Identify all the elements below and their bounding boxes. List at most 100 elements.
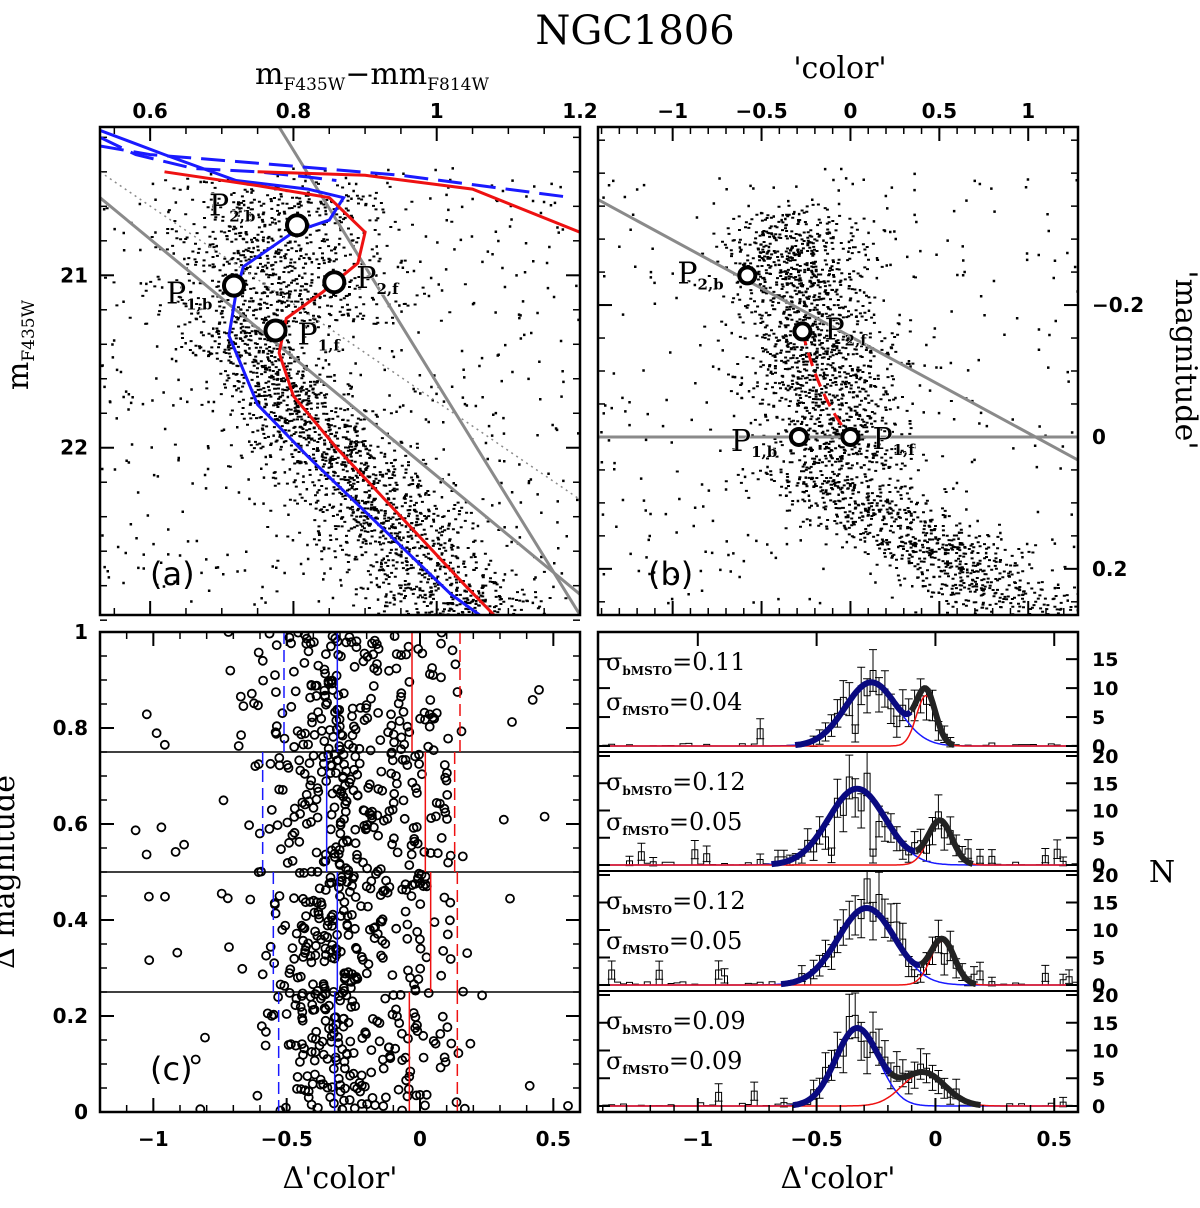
- panel-d-total-fit-blue: [794, 679, 913, 749]
- panel-c-y-tick-label: 0.2: [53, 1004, 88, 1028]
- panel-a-red-isochrone: [164, 170, 496, 615]
- panel-a: mF435W−mmF814W mF435W 0.6 0.8 1 1.2 21 22 P2,…: [1, 57, 598, 621]
- panel-c-ticks: −1 −0.5 0 0.5 0 0.2 0.4 0.6 0.8 1: [53, 620, 581, 1151]
- panel-d-sigma-fmsto: σfMSTO=0.05: [606, 808, 742, 838]
- panel-b-point-marker: [737, 265, 758, 286]
- panel-d-y-tick-label: 10: [1092, 920, 1118, 942]
- panel-c-x-tick-label: −0.5: [261, 1127, 313, 1151]
- panel-d-total-fit-blue: [792, 1024, 893, 1109]
- panel-c-star-field: [130, 632, 573, 1112]
- panel-d-error-bars: [714, 992, 1068, 1108]
- panel-b-reference-points: P2,b P2,f P1,b P1,f: [677, 256, 917, 462]
- panel-a-guide-line: [100, 196, 580, 596]
- panel-d-subpanel: [598, 752, 1078, 868]
- panel-a-x-tick-label: 1: [430, 99, 444, 123]
- panel-b-red-dashed-curve: [800, 331, 852, 438]
- panel-a-guide-line-dotted: [100, 171, 580, 501]
- panel-c-letter: (c): [150, 1050, 193, 1088]
- panel-c-x-tick-label: 0.5: [536, 1127, 571, 1151]
- panel-a-point-marker: [285, 213, 310, 238]
- panel-d-sigma-bmsto: σbMSTO=0.11: [606, 648, 746, 678]
- panel-d-histograms: [598, 649, 1078, 1109]
- panel-b-y-axis-label: 'magnitude': [1168, 270, 1200, 449]
- panel-c-y-tick-label: 0.4: [53, 908, 88, 932]
- panel-b-point-marker: [840, 426, 861, 447]
- panel-a-frame: [98, 125, 582, 617]
- panel-d-x-axis-label: Δ'color': [780, 1161, 895, 1196]
- panel-b-point-label: P2,b: [677, 256, 723, 293]
- panel-a-x-tick-label: 0.8: [276, 99, 311, 123]
- panel-d-y-tick-label: 15: [1092, 773, 1118, 795]
- panel-a-stars: [100, 167, 580, 615]
- panel-b-x-tick-label: 0.5: [922, 99, 957, 123]
- panel-c-frame: [98, 630, 582, 1114]
- panel-d-sigma-bmsto: σbMSTO=0.12: [606, 887, 746, 917]
- panel-d-y-tick-label: 10: [1092, 1041, 1118, 1063]
- panel-a-point-marker: [221, 273, 246, 298]
- panel-d-y-tick-label: 0: [1092, 736, 1105, 758]
- panel-b-y-tick-label: 0: [1092, 425, 1106, 449]
- panel-d-total-fit-blue: [771, 785, 916, 868]
- panel-d-sigma-bmsto: σbMSTO=0.09: [606, 1007, 746, 1037]
- panel-a-blue-dashed-sequence: [100, 144, 573, 200]
- panel-b-point-marker: [792, 321, 813, 342]
- panel-c-x-tick-label: 0: [413, 1127, 427, 1151]
- panel-d-y-tick-label: 20: [1092, 746, 1118, 768]
- panel-d-y-tick-label: 10: [1092, 801, 1118, 823]
- panel-a-point-label: P2,b: [209, 188, 255, 225]
- panel-d-y-tick-label: 0: [1092, 855, 1105, 877]
- panel-b-x-tick-label: −0.5: [735, 99, 787, 123]
- panel-b-x-tick-label: 1: [1021, 99, 1035, 123]
- panel-c-y-axis-label: Δ magnitude: [0, 775, 22, 969]
- panel-d-subpanel: [598, 871, 1078, 988]
- panel-a-red-sequence: [257, 170, 580, 234]
- panel-a-y-tick-label: 22: [60, 436, 88, 460]
- panel-d-total-fit-red: [919, 935, 977, 988]
- panel-a-point-label: P2,f: [356, 261, 400, 298]
- panel-d-y-axis-label: N: [1149, 855, 1175, 890]
- panel-d-y-tick-label: 20: [1092, 985, 1118, 1007]
- panel-d-y-tick-label: 15: [1092, 893, 1118, 915]
- panel-d-total-fit-red: [888, 1069, 981, 1108]
- panel-d-sigma-fmsto: σfMSTO=0.04: [606, 688, 742, 718]
- panel-b-point-marker: [788, 426, 809, 447]
- panel-d-total-fit-blue: [780, 904, 921, 988]
- panel-d-y-tick-label: 15: [1092, 1013, 1118, 1035]
- panel-c-y-tick-label: 0.8: [53, 716, 88, 740]
- panel-a-star-field: [100, 167, 580, 615]
- panel-a-x-tick-label: 0.6: [132, 99, 167, 123]
- panel-d-y-tick-label: 5: [1092, 828, 1105, 850]
- panel-a-y-tick-label: 21: [60, 263, 88, 287]
- panel-b: 'color' 'magnitude' −1 −0.5 0 0.5 1−0.200.2 …: [596, 51, 1200, 617]
- panel-d-x-tick-label: 0.5: [1037, 1127, 1072, 1151]
- panel-a-point-label: P1,b: [166, 277, 212, 314]
- panel-a-point-marker: [322, 270, 347, 295]
- panel-b-frame: [596, 125, 1080, 617]
- panel-b-ticks: −1 −0.5 0 0.5 1 −0.2 0 0.2: [598, 99, 1144, 615]
- panel-b-letter: (b): [648, 555, 693, 593]
- panel-d-total-fit-red: [908, 685, 956, 748]
- panel-b-point-label: P1,f: [872, 422, 916, 459]
- panel-b-lines: [598, 198, 1078, 462]
- panel-a-top-axis-label: mF435W−mmF814W: [255, 57, 489, 95]
- panel-b-y-tick-label: −0.2: [1092, 293, 1144, 317]
- panel-d-x-tick-label: −1: [682, 1127, 713, 1151]
- panel-d-sigma-bmsto: σbMSTO=0.12: [606, 768, 746, 798]
- panel-b-x-tick-label: 0: [843, 99, 857, 123]
- panel-d-red-component: [598, 940, 1078, 986]
- panel-b-guide-line: [598, 198, 1078, 462]
- panel-d-y-tick-label: 10: [1092, 678, 1118, 700]
- panel-d-y-tick-label: 15: [1092, 649, 1118, 671]
- panel-d-y-tick-label: 5: [1092, 707, 1105, 729]
- panel-d-y-tick-label: 5: [1092, 1068, 1105, 1090]
- panel-d-error-bars: [607, 871, 1074, 987]
- panel-c-x-axis-label: Δ'color': [282, 1161, 397, 1196]
- figure-title: NGC1806: [535, 8, 734, 54]
- panel-b-x-tick-label: −1: [657, 99, 688, 123]
- panel-d-red-component: [598, 820, 1078, 866]
- panel-a-reference-points: P2,b P2,f P1,b P1,f: [165, 188, 400, 355]
- panel-c-y-tick-label: 1: [74, 620, 88, 644]
- panel-b-point-label: P1,b: [731, 424, 777, 461]
- panel-d-total-fit-red: [914, 817, 974, 867]
- panel-a-point-marker: [263, 318, 288, 343]
